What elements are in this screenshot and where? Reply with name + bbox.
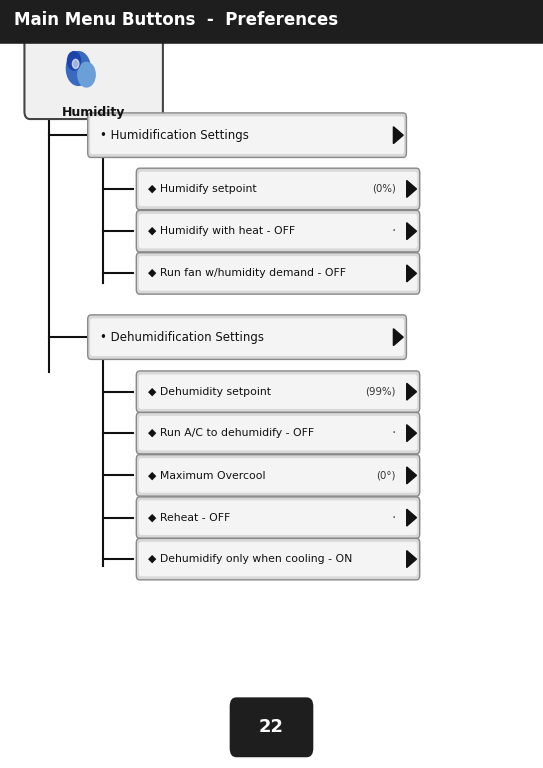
FancyBboxPatch shape [139,458,418,493]
Text: ◆ Reheat - OFF: ◆ Reheat - OFF [148,512,230,523]
FancyBboxPatch shape [24,35,163,119]
Text: 22: 22 [259,718,284,737]
Text: (0%): (0%) [372,184,396,194]
Text: Humidity: Humidity [62,106,125,119]
Text: ·: · [392,511,396,525]
FancyBboxPatch shape [230,697,313,757]
FancyBboxPatch shape [136,412,420,454]
Text: (0°): (0°) [376,470,396,481]
Text: ◆ Dehumidify only when cooling - ON: ◆ Dehumidify only when cooling - ON [148,554,352,564]
Text: • Dehumidification Settings: • Dehumidification Settings [100,331,264,343]
FancyBboxPatch shape [139,416,418,450]
Circle shape [72,59,79,68]
FancyBboxPatch shape [139,501,418,535]
Text: • Humidification Settings: • Humidification Settings [100,129,249,141]
Polygon shape [407,223,416,240]
FancyBboxPatch shape [136,210,420,252]
Polygon shape [407,551,416,568]
FancyBboxPatch shape [88,113,406,157]
Circle shape [67,51,80,70]
FancyBboxPatch shape [136,538,420,580]
FancyBboxPatch shape [136,371,420,412]
Polygon shape [407,509,416,526]
Polygon shape [393,329,403,346]
Polygon shape [407,383,416,400]
FancyBboxPatch shape [136,455,420,496]
Text: ◆ Run fan w/humidity demand - OFF: ◆ Run fan w/humidity demand - OFF [148,268,346,279]
Polygon shape [407,180,416,197]
Text: ◆ Maximum Overcool: ◆ Maximum Overcool [148,470,266,481]
FancyBboxPatch shape [139,542,418,576]
Circle shape [66,51,90,85]
Polygon shape [407,265,416,282]
FancyBboxPatch shape [0,0,543,44]
FancyBboxPatch shape [88,315,406,359]
FancyBboxPatch shape [136,497,420,538]
Text: ◆ Run A/C to dehumidify - OFF: ◆ Run A/C to dehumidify - OFF [148,428,314,439]
FancyBboxPatch shape [139,172,418,207]
Text: ·: · [392,224,396,238]
FancyBboxPatch shape [139,214,418,249]
FancyBboxPatch shape [136,168,420,210]
FancyBboxPatch shape [139,375,418,409]
FancyBboxPatch shape [136,253,420,294]
FancyBboxPatch shape [90,319,404,356]
Polygon shape [407,425,416,442]
FancyBboxPatch shape [139,257,418,291]
Text: ◆ Dehumidity setpoint: ◆ Dehumidity setpoint [148,386,272,397]
Polygon shape [393,127,403,144]
Text: (99%): (99%) [365,386,396,397]
Circle shape [78,62,95,87]
Text: ◆ Humidify setpoint: ◆ Humidify setpoint [148,184,257,194]
Text: Main Menu Buttons  -  Preferences: Main Menu Buttons - Preferences [14,11,338,29]
Polygon shape [407,467,416,484]
Text: ◆ Humidify with heat - OFF: ◆ Humidify with heat - OFF [148,226,295,237]
FancyBboxPatch shape [90,117,404,154]
Text: ·: · [392,426,396,440]
